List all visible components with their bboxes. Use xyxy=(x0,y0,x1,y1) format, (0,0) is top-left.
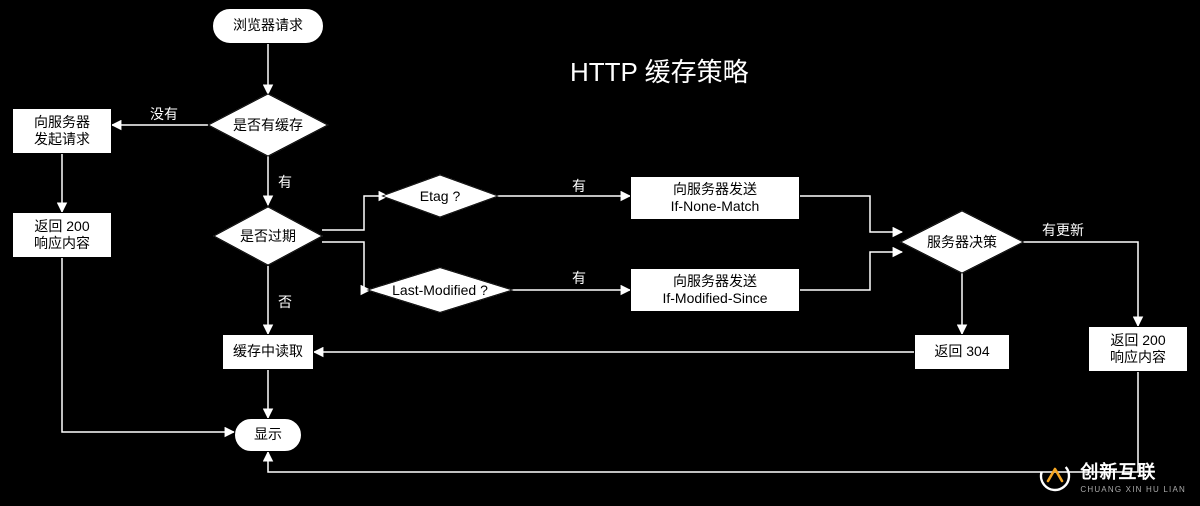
process-readCache: 缓存中读取 xyxy=(222,334,314,370)
edge-label-8: 有 xyxy=(572,176,586,196)
diagram-title: HTTP 缓存策略 xyxy=(570,52,749,89)
brand-logo: 创新互联 CHUANG XIN HU LIAN xyxy=(1038,458,1186,494)
edge-11 xyxy=(800,252,902,290)
edge-6 xyxy=(322,196,388,230)
process-ret304: 返回 304 xyxy=(914,334,1010,370)
decision-etag xyxy=(381,175,499,218)
decision-lastmod xyxy=(366,267,513,313)
edge-label-12: 有更新 xyxy=(1042,220,1084,240)
logo-text: 创新互联 xyxy=(1080,458,1186,484)
edge-label-1: 没有 xyxy=(150,104,178,124)
process-resp200b: 返回 200 响应内容 xyxy=(1088,326,1188,372)
decision-hasCache xyxy=(207,93,328,156)
edge-3 xyxy=(62,258,234,432)
process-resp200a: 返回 200 响应内容 xyxy=(12,212,112,258)
process-sendIMS: 向服务器发送 If-Modified-Since xyxy=(630,268,800,312)
process-sendINM: 向服务器发送 If-None-Match xyxy=(630,176,800,220)
decision-serverDec xyxy=(900,210,1025,273)
terminator-display: 显示 xyxy=(234,418,302,452)
logo-icon xyxy=(1038,459,1072,493)
process-reqServer: 向服务器 发起请求 xyxy=(12,108,112,154)
edge-7 xyxy=(322,242,370,290)
terminator-start: 浏览器请求 xyxy=(212,8,324,44)
edge-12 xyxy=(1022,242,1138,326)
edge-16 xyxy=(268,372,1138,472)
edge-label-9: 有 xyxy=(572,268,586,288)
edge-label-5: 否 xyxy=(278,292,292,312)
logo-subtext: CHUANG XIN HU LIAN xyxy=(1080,485,1186,494)
edge-label-4: 有 xyxy=(278,172,292,192)
flowchart-canvas: HTTP 缓存策略 浏览器请求是否有缓存向服务器 发起请求返回 200 响应内容… xyxy=(0,0,1200,506)
edge-10 xyxy=(800,196,902,232)
decision-expired xyxy=(213,206,323,265)
